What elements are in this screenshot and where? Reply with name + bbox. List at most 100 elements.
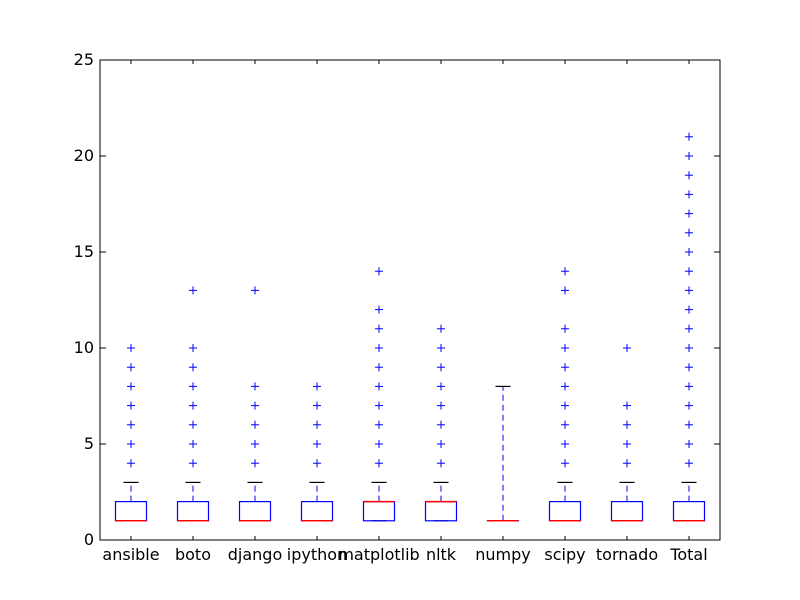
outlier-point xyxy=(685,286,693,295)
outlier-point xyxy=(127,401,135,410)
outlier-point xyxy=(375,267,383,276)
outlier-point xyxy=(375,459,383,468)
outlier-point xyxy=(561,401,569,410)
outlier-point xyxy=(437,382,445,391)
outlier-point xyxy=(313,440,321,448)
outlier-point xyxy=(189,440,197,448)
box-scipy xyxy=(548,267,582,522)
outlier-point xyxy=(623,459,631,468)
outlier-point xyxy=(189,363,197,372)
outlier-point xyxy=(685,440,693,448)
outlier-point xyxy=(251,440,259,448)
outlier-point xyxy=(623,440,631,448)
outlier-point xyxy=(685,324,693,333)
outlier-point xyxy=(127,344,135,352)
outlier-point xyxy=(623,420,631,429)
outlier-point xyxy=(685,132,693,141)
box-boto xyxy=(176,286,210,522)
outlier-point xyxy=(561,324,569,333)
box-numpy xyxy=(486,385,520,522)
outlier-point xyxy=(437,440,445,448)
outlier-point xyxy=(251,401,259,410)
outlier-point xyxy=(313,459,321,468)
x-tick-label: django xyxy=(228,545,283,564)
outlier-point xyxy=(313,382,321,391)
x-tick-label: boto xyxy=(175,545,211,564)
outlier-point xyxy=(375,382,383,391)
x-tick-label: Total xyxy=(669,545,707,564)
outlier-point xyxy=(685,382,693,391)
plot-area xyxy=(114,132,706,522)
x-tick-label: matplotlib xyxy=(338,545,419,564)
iqr-box xyxy=(300,501,334,522)
outlier-point xyxy=(189,420,197,429)
outlier-point xyxy=(127,363,135,372)
outlier-point xyxy=(437,401,445,410)
y-tick-label: 10 xyxy=(74,338,94,357)
outlier-point xyxy=(685,363,693,372)
box-Total xyxy=(672,132,706,522)
outlier-point xyxy=(685,267,693,276)
outlier-point xyxy=(685,420,693,429)
x-tick-label: tornado xyxy=(596,545,658,564)
box-ansible xyxy=(114,344,148,522)
y-axis: 0 5 10 15 20 25 xyxy=(74,50,720,549)
outlier-point xyxy=(313,420,321,429)
outlier-point xyxy=(561,382,569,391)
outlier-point xyxy=(437,459,445,468)
outlier-point xyxy=(561,440,569,448)
iqr-box xyxy=(672,501,706,522)
outlier-point xyxy=(561,286,569,295)
outlier-point xyxy=(375,324,383,333)
outlier-point xyxy=(375,305,383,314)
iqr-box xyxy=(548,501,582,522)
outlier-point xyxy=(189,382,197,391)
outlier-point xyxy=(685,459,693,468)
outlier-point xyxy=(623,344,631,352)
outlier-point xyxy=(127,420,135,429)
axes-frame xyxy=(99,59,721,541)
outlier-point xyxy=(251,459,259,468)
outlier-point xyxy=(561,363,569,372)
iqr-box xyxy=(238,501,272,522)
outlier-point xyxy=(189,459,197,468)
outlier-point xyxy=(685,152,693,160)
outlier-point xyxy=(685,171,693,180)
outlier-point xyxy=(685,344,693,352)
y-tick-label: 15 xyxy=(74,242,94,261)
outlier-point xyxy=(375,420,383,429)
outlier-point xyxy=(251,420,259,429)
outlier-point xyxy=(375,440,383,448)
outlier-point xyxy=(437,363,445,372)
outlier-point xyxy=(189,344,197,352)
box-django xyxy=(238,286,272,522)
iqr-box xyxy=(176,501,210,522)
iqr-box xyxy=(610,501,644,522)
outlier-point xyxy=(437,344,445,352)
outlier-point xyxy=(375,344,383,352)
outlier-point xyxy=(685,209,693,218)
y-tick-label: 20 xyxy=(74,146,94,165)
outlier-point xyxy=(437,324,445,333)
outlier-point xyxy=(251,382,259,391)
outlier-point xyxy=(251,286,259,295)
outlier-point xyxy=(437,420,445,429)
outlier-point xyxy=(313,401,321,410)
y-tick-label: 25 xyxy=(74,50,94,69)
x-tick-label: ansible xyxy=(102,545,159,564)
outlier-point xyxy=(375,401,383,410)
outlier-point xyxy=(127,459,135,468)
outlier-point xyxy=(685,401,693,410)
iqr-box xyxy=(362,501,396,522)
outlier-point xyxy=(189,401,197,410)
outlier-point xyxy=(623,401,631,410)
x-tick-label: ipython xyxy=(287,545,347,564)
iqr-box xyxy=(424,501,458,522)
x-tick-label: scipy xyxy=(544,545,585,564)
iqr-box xyxy=(114,501,148,522)
outlier-point xyxy=(127,440,135,448)
y-tick-label: 5 xyxy=(84,434,94,453)
x-tick-label: numpy xyxy=(475,545,531,564)
